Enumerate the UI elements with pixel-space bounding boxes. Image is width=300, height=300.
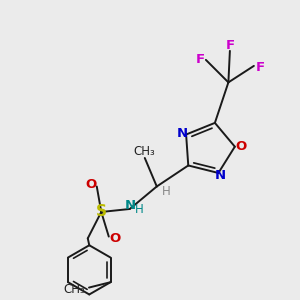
Text: N: N [177,127,188,140]
Text: CH₃: CH₃ [64,283,86,296]
Text: S: S [96,205,107,220]
Text: F: F [255,61,264,74]
Text: F: F [196,53,205,66]
Text: O: O [236,140,247,153]
Text: O: O [85,178,96,191]
Text: CH₃: CH₃ [133,145,155,158]
Text: F: F [226,39,235,52]
Text: H: H [161,185,170,198]
Text: H: H [135,203,144,216]
Text: N: N [214,169,226,182]
Text: O: O [110,232,121,245]
Text: N: N [125,199,136,212]
